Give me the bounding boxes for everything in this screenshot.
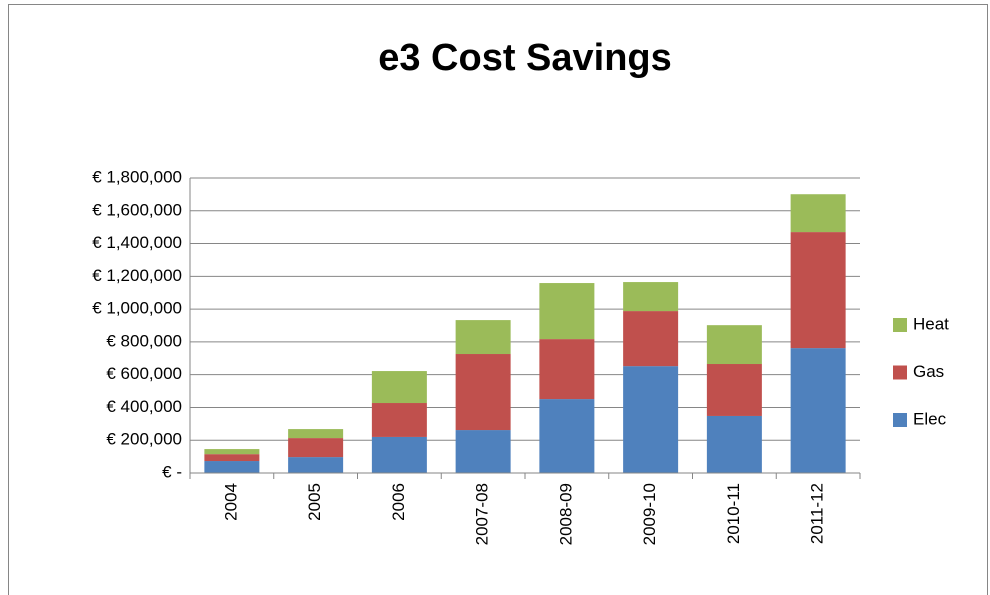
bar-segment: [455, 430, 511, 473]
chart-title: e3 Cost Savings: [378, 37, 672, 79]
y-tick-label: € 1,000,000: [92, 299, 182, 318]
legend-label: Heat: [913, 314, 949, 333]
x-tick-label: 2007-08: [473, 483, 492, 545]
bar-segment: [371, 403, 427, 437]
legend-swatch: [893, 318, 907, 332]
bar-segment: [204, 449, 260, 455]
y-tick-label: € 1,400,000: [92, 233, 182, 252]
x-tick-label: 2006: [389, 483, 408, 521]
bar-segment: [790, 232, 846, 349]
bar-segment: [288, 438, 344, 458]
y-tick-label: € -: [162, 462, 182, 481]
bar-segment: [706, 325, 762, 365]
bar-segment: [371, 436, 427, 473]
legend-swatch: [893, 413, 907, 427]
x-tick-label: 2005: [305, 483, 324, 521]
y-tick-label: € 800,000: [106, 331, 182, 350]
bar-segment: [288, 457, 344, 473]
x-tick-label: 2009-10: [640, 483, 659, 545]
y-tick-label: € 1,600,000: [92, 200, 182, 219]
x-tick-label: 2008-09: [556, 483, 575, 545]
y-tick-label: € 1,800,000: [92, 167, 182, 186]
bar-segment: [790, 194, 846, 233]
bar-segment: [706, 364, 762, 416]
y-tick-label: € 200,000: [106, 430, 182, 449]
bar-segment: [623, 282, 679, 312]
x-tick-label: 2004: [221, 483, 240, 521]
x-tick-label: 2010-11: [724, 483, 743, 544]
legend-swatch: [893, 365, 907, 380]
bar-segment: [288, 429, 344, 439]
bar-segment: [455, 354, 511, 431]
x-tick-label: 2011-12: [808, 483, 827, 544]
bar-segment: [204, 454, 260, 462]
bar-segment: [623, 366, 679, 473]
y-tick-label: € 1,200,000: [92, 266, 182, 285]
bar-segment: [539, 283, 595, 340]
bar-segment: [539, 399, 595, 473]
bar-segment: [706, 415, 762, 473]
bar-segment: [623, 311, 679, 367]
bar-segment: [790, 348, 846, 473]
bar-segment: [539, 339, 595, 400]
bar-segment: [455, 320, 511, 355]
bar-segment: [204, 461, 260, 473]
legend-label: Elec: [913, 409, 947, 428]
y-tick-label: € 600,000: [106, 364, 182, 383]
bar-segment: [371, 371, 427, 404]
legend-label: Gas: [913, 362, 944, 381]
y-tick-label: € 400,000: [106, 397, 182, 416]
